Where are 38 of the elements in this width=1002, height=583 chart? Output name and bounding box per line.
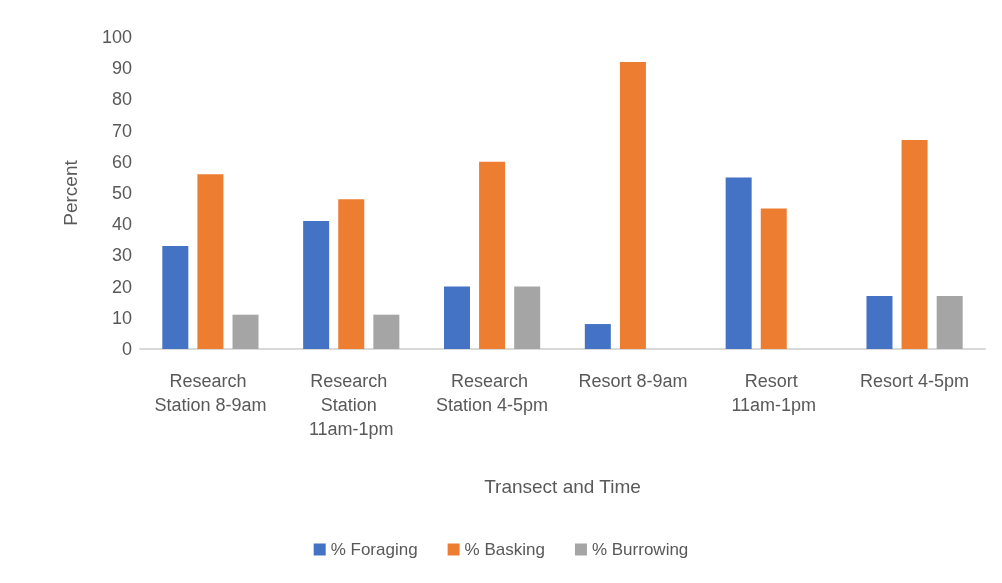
- legend-label: % Burrowing: [591, 540, 689, 559]
- y-tick-label: 10: [111, 307, 132, 328]
- x-tick-label: Research Station 11am-1pm: [308, 371, 394, 439]
- y-tick-label: 60: [111, 151, 132, 172]
- x-tick-label: Resort 8-9am: [578, 371, 688, 391]
- x-axis-title: Transect and Time: [484, 476, 641, 497]
- bar: [303, 221, 330, 349]
- y-tick-label: 80: [111, 89, 132, 110]
- bar: [373, 314, 400, 349]
- bar: [901, 139, 928, 349]
- bar: [514, 286, 541, 349]
- y-tick-label: 100: [101, 27, 132, 47]
- bar: [866, 295, 893, 349]
- x-tick-label: Research Station 4-5pm: [436, 371, 549, 415]
- x-tick-label: Resort 11am-1pm: [731, 371, 817, 415]
- y-axis-title: Percent: [60, 159, 81, 226]
- y-tick-label: 0: [121, 339, 132, 359]
- bar: [197, 174, 224, 349]
- legend-label: % Foraging: [330, 540, 418, 559]
- y-tick-label: 70: [111, 120, 132, 141]
- bar: [162, 246, 189, 349]
- bar: [725, 177, 752, 349]
- x-tick-label: Research Station 8-9am: [154, 371, 267, 415]
- bar: [936, 295, 963, 349]
- legend-label: % Basking: [464, 540, 545, 559]
- y-tick-label: 30: [111, 245, 132, 266]
- bar: [584, 324, 611, 349]
- y-tick-label: 50: [111, 183, 132, 203]
- y-tick-label: 90: [111, 58, 132, 79]
- bar: [760, 208, 787, 349]
- bar: [443, 286, 470, 349]
- y-tick-label: 20: [111, 276, 132, 297]
- y-tick-label: 40: [111, 214, 132, 235]
- bar: [479, 161, 506, 349]
- x-tick-label: Resort 4-5pm: [860, 371, 970, 391]
- bar: [619, 61, 646, 349]
- bar: [338, 199, 365, 349]
- bar: [232, 314, 259, 349]
